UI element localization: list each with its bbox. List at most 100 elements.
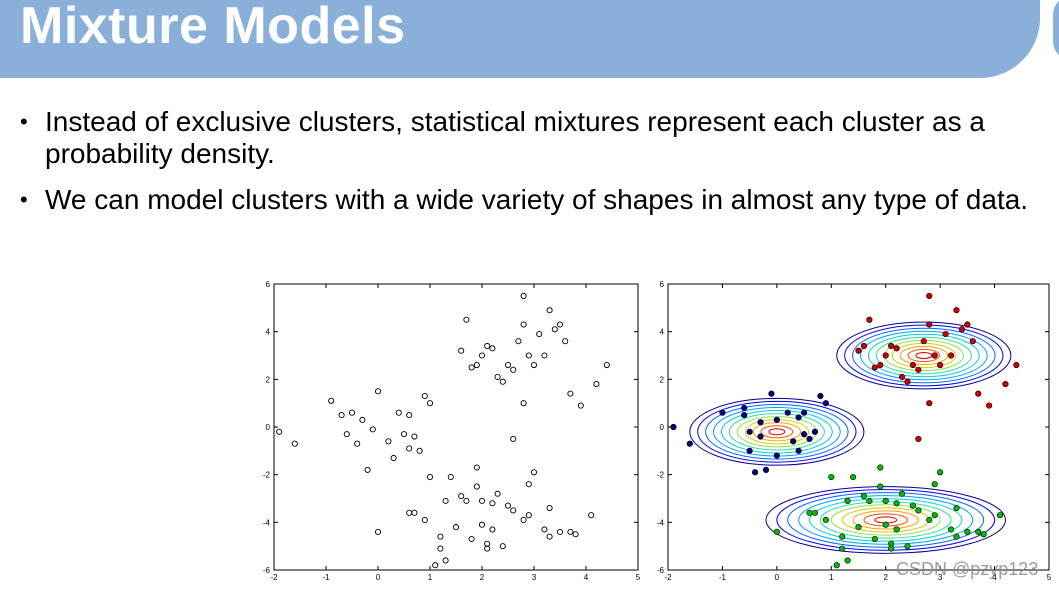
- data-point: [348, 409, 356, 416]
- data-point: [525, 481, 532, 488]
- data-point: [877, 483, 884, 490]
- x-tick-label: -1: [322, 573, 330, 582]
- data-point: [385, 438, 392, 445]
- data-point: [556, 321, 564, 328]
- data-point: [822, 516, 829, 524]
- data-point: [926, 516, 933, 524]
- plot-area: [670, 292, 1020, 569]
- contour-ellipse: [728, 413, 825, 451]
- y-tick-label: 2: [660, 375, 665, 384]
- data-point: [751, 469, 759, 476]
- data-point: [603, 361, 610, 369]
- data-point: [817, 392, 824, 400]
- data-point: [670, 423, 677, 431]
- data-point: [839, 533, 846, 540]
- title-bar: Mixture Models: [0, 0, 1040, 78]
- data-point: [374, 528, 382, 535]
- contour-ellipse: [697, 400, 857, 463]
- x-tick-label: 2: [480, 573, 485, 582]
- contour-ellipse: [875, 336, 972, 375]
- bullet-item: • We can model clusters with a wide vari…: [18, 184, 1053, 216]
- y-tick-label: 0: [660, 423, 665, 432]
- data-point: [969, 338, 976, 345]
- data-point: [888, 342, 895, 350]
- data-point: [893, 526, 900, 533]
- data-point: [572, 531, 579, 538]
- data-point: [855, 524, 862, 531]
- data-point: [489, 345, 496, 352]
- bullet-text: Instead of exclusive clusters, statistic…: [45, 106, 985, 169]
- data-point: [504, 361, 512, 369]
- data-point: [773, 452, 780, 459]
- x-tick-label: 3: [938, 573, 943, 582]
- data-point: [746, 428, 753, 435]
- data-point: [931, 481, 938, 488]
- y-tick-label: -4: [263, 518, 271, 527]
- x-tick-label: 4: [992, 573, 997, 582]
- data-point: [882, 521, 889, 528]
- data-point: [458, 493, 465, 500]
- x-tick-label: 0: [376, 573, 381, 582]
- data-point: [811, 509, 819, 516]
- data-point: [520, 516, 527, 523]
- data-point: [437, 533, 444, 540]
- data-point: [800, 431, 808, 438]
- data-point: [964, 321, 971, 328]
- x-tick-label: 1: [829, 573, 834, 582]
- x-tick-label: 1: [428, 573, 433, 582]
- data-point: [520, 321, 527, 328]
- scatter-plot-raw: -2 -1 0 1 2 3 4 5 -6 -4 -2 0 2 4 6: [263, 280, 641, 582]
- data-point: [411, 433, 418, 440]
- data-point: [463, 316, 470, 323]
- data-point: [473, 464, 480, 471]
- data-point: [926, 292, 933, 300]
- contour-ellipse: [836, 321, 1012, 390]
- y-tick-label: 4: [266, 328, 271, 337]
- data-point: [478, 497, 486, 504]
- data-point: [473, 483, 480, 490]
- data-point: [877, 361, 884, 369]
- slide-title: Mixture Models: [20, 0, 406, 55]
- data-point: [757, 419, 764, 426]
- data-point: [920, 338, 927, 345]
- contour-ellipse: [859, 330, 988, 381]
- data-point: [411, 509, 418, 516]
- watermark: CSDN @pzyp123: [896, 559, 1039, 579]
- data-point: [915, 366, 922, 373]
- data-point: [773, 416, 780, 423]
- data-point: [525, 352, 532, 359]
- data-point: [588, 512, 595, 519]
- data-point: [442, 557, 449, 564]
- data-point: [369, 426, 376, 433]
- data-point: [359, 416, 366, 423]
- data-point: [426, 473, 434, 481]
- data-point: [790, 438, 797, 445]
- contour-ellipse: [765, 486, 1006, 554]
- data-point: [494, 373, 501, 380]
- data-point: [904, 378, 911, 385]
- data-point: [844, 557, 851, 564]
- data-point: [593, 381, 600, 388]
- data-point: [795, 447, 802, 454]
- data-point: [937, 469, 944, 476]
- data-point: [499, 378, 506, 385]
- data-point: [421, 516, 428, 523]
- corner-decoration: [1050, 0, 1059, 64]
- data-point: [400, 431, 408, 438]
- data-point: [510, 435, 517, 442]
- contour-ellipse: [867, 333, 980, 378]
- data-point: [871, 364, 878, 371]
- x-tick-label: -2: [270, 573, 278, 582]
- data-point: [996, 512, 1004, 519]
- y-tick-label: -6: [657, 566, 665, 575]
- data-point: [844, 497, 851, 504]
- data-point: [915, 507, 922, 514]
- contour-ellipse: [844, 324, 1004, 387]
- data-point: [478, 352, 486, 359]
- data-point: [291, 440, 298, 447]
- data-point: [795, 414, 802, 421]
- data-point: [556, 528, 564, 535]
- data-point: [937, 361, 944, 369]
- data-point: [520, 400, 527, 407]
- data-point: [406, 445, 413, 452]
